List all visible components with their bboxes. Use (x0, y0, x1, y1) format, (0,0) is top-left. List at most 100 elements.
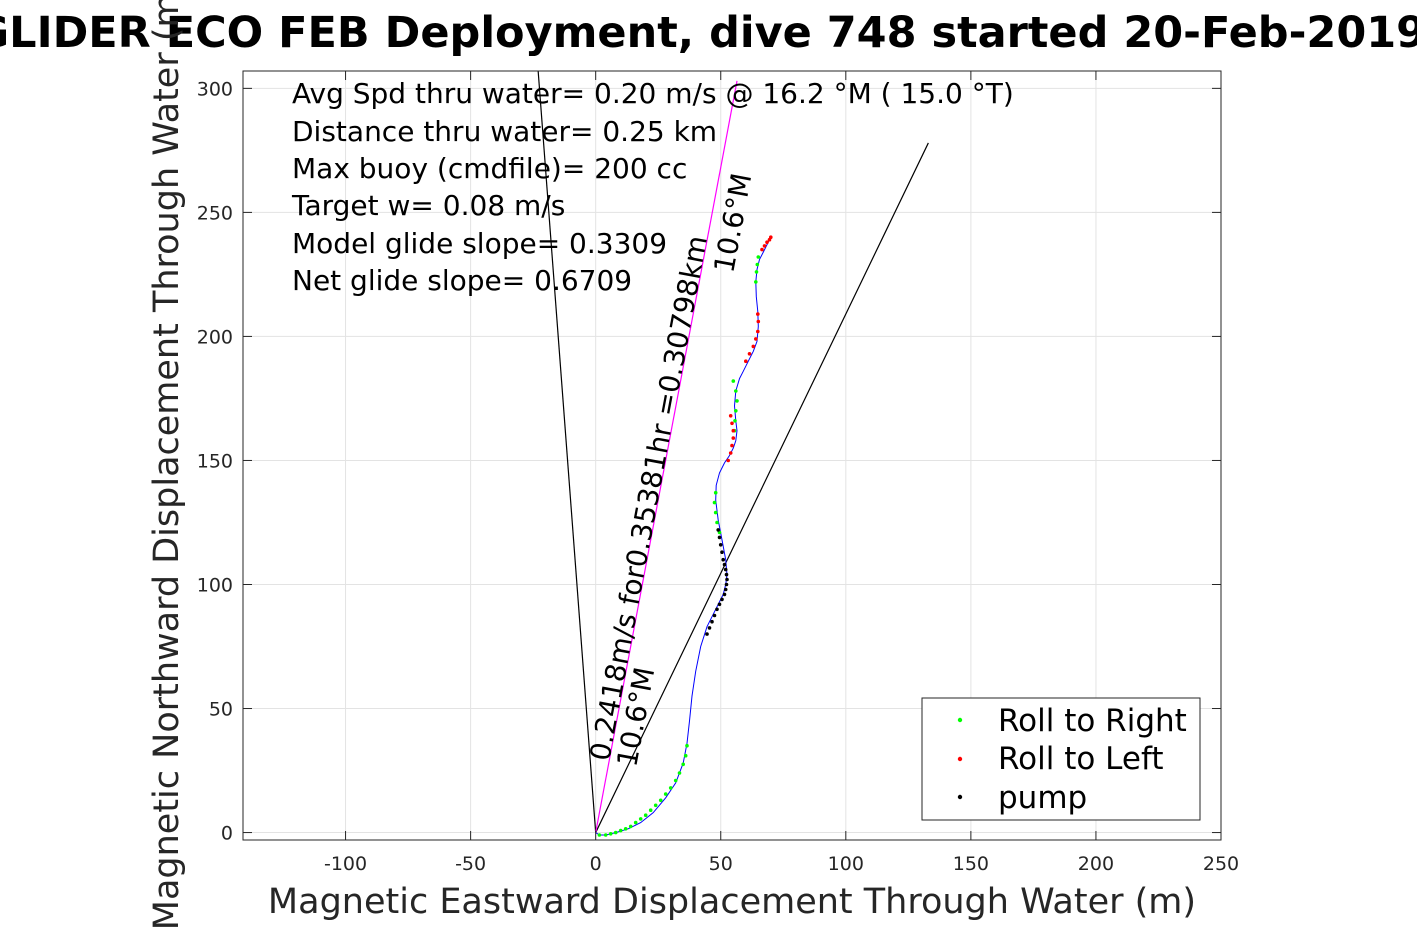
series-0 (597, 255, 761, 837)
series-point (677, 771, 682, 775)
series-point (765, 240, 769, 244)
annotation-avg-speed: Avg Spd thru water= 0.20 m/s @ 16.2 °M (… (292, 77, 1014, 110)
series-point (623, 827, 628, 831)
series-point (717, 535, 722, 540)
annotation-model-glide: Model glide slope= 0.3309 (292, 227, 667, 260)
series-point (756, 255, 761, 259)
series-point (734, 409, 738, 413)
annotation-max-buoy: Max buoy (cmdfile)= 200 cc (292, 152, 687, 185)
y-tick-label: 50 (209, 699, 233, 721)
series-point (685, 743, 689, 748)
track-layer (595, 236, 772, 836)
legend-label-pump: pump (998, 780, 1087, 816)
series-point (731, 379, 736, 383)
series-point (728, 414, 733, 418)
reference-lines (537, 70, 929, 833)
y-tick-label: 250 (197, 202, 233, 224)
series-point (751, 344, 756, 349)
y-tick-label: 300 (197, 78, 233, 100)
series-point (726, 458, 730, 463)
series-point (707, 626, 712, 630)
series-point (613, 830, 618, 835)
y-tick-label: 200 (197, 326, 233, 348)
annotation-distance: Distance thru water= 0.25 km (292, 115, 717, 148)
x-tick-label: 100 (828, 853, 864, 875)
chart-title: GLIDER ECO FEB Deployment, dive 748 star… (0, 8, 1417, 58)
series-point (744, 359, 748, 364)
plot-frame (242, 70, 1222, 841)
series-point (608, 832, 613, 836)
series-point (734, 389, 738, 393)
series-1 (726, 235, 773, 463)
legend-label-roll-left: Roll to Left (998, 741, 1164, 777)
legend-label-roll-right: Roll to Right (998, 703, 1187, 739)
series-point (720, 550, 724, 554)
series-point (705, 632, 709, 636)
x-tick-labels: -100 -50 0 50 100 150 200 250 (324, 853, 1239, 875)
glider-track-line (595, 236, 772, 836)
y-tick-labels: 0 50 100 150 200 250 300 (197, 78, 233, 844)
series-2 (705, 528, 729, 636)
series-point (723, 567, 728, 572)
series-point (721, 557, 725, 562)
series-point (733, 419, 737, 423)
series-point (722, 562, 727, 567)
series-point (760, 247, 764, 252)
series-point (762, 244, 767, 248)
x-tick-label: 0 (590, 853, 602, 875)
series-point (747, 352, 752, 356)
series-point (722, 592, 727, 597)
series-point (717, 602, 722, 607)
series-point (643, 813, 648, 817)
reference-line-0 (537, 70, 597, 833)
annotation-block: Avg Spd thru water= 0.20 m/s @ 16.2 °M (… (291, 77, 1014, 297)
series-point (668, 786, 673, 790)
series-point (628, 824, 633, 829)
series-point (755, 262, 760, 267)
series-point (756, 312, 760, 316)
series-point (597, 833, 602, 837)
series-point (720, 597, 724, 602)
x-tick-label: 50 (709, 853, 733, 875)
series-point (710, 619, 714, 624)
y-axis-label: Magnetic Northward Displacement Through … (147, 0, 187, 930)
annotation-target-w: Target w= 0.08 m/s (291, 189, 565, 222)
series-point (723, 587, 728, 592)
x-tick-label: -100 (324, 853, 367, 875)
legend-marker-pump (957, 794, 963, 800)
series-point (756, 319, 761, 324)
legend: Roll to Right Roll to Left pump (921, 697, 1201, 821)
series-point (712, 613, 717, 618)
series-point (716, 528, 720, 532)
series-point (730, 421, 734, 426)
points-layer (597, 235, 773, 837)
x-tick-label: 150 (953, 853, 989, 875)
series-point (663, 792, 668, 796)
series-point (683, 753, 688, 758)
series-point (713, 510, 718, 515)
tick-marks (243, 71, 1222, 840)
reference-line-1 (595, 142, 929, 833)
legend-marker-roll-right (957, 717, 963, 723)
x-tick-label: 250 (1203, 853, 1239, 875)
series-point (731, 428, 736, 433)
series-point (648, 808, 653, 812)
annotation-net-glide: Net glide slope= 0.6709 (292, 264, 632, 297)
series-point (633, 820, 638, 825)
series-point (769, 235, 773, 239)
series-point (681, 762, 685, 767)
series-point (638, 817, 643, 821)
series-point (756, 329, 760, 334)
series-point (713, 490, 718, 495)
series-point (653, 803, 658, 808)
series-point (712, 500, 717, 505)
series-point (754, 270, 759, 274)
series-point (715, 607, 719, 612)
series-point (728, 451, 733, 455)
y-tick-label: 0 (221, 823, 233, 845)
series-point (724, 582, 729, 587)
series-point (718, 543, 723, 547)
series-point (715, 520, 719, 525)
series-point (673, 778, 678, 783)
